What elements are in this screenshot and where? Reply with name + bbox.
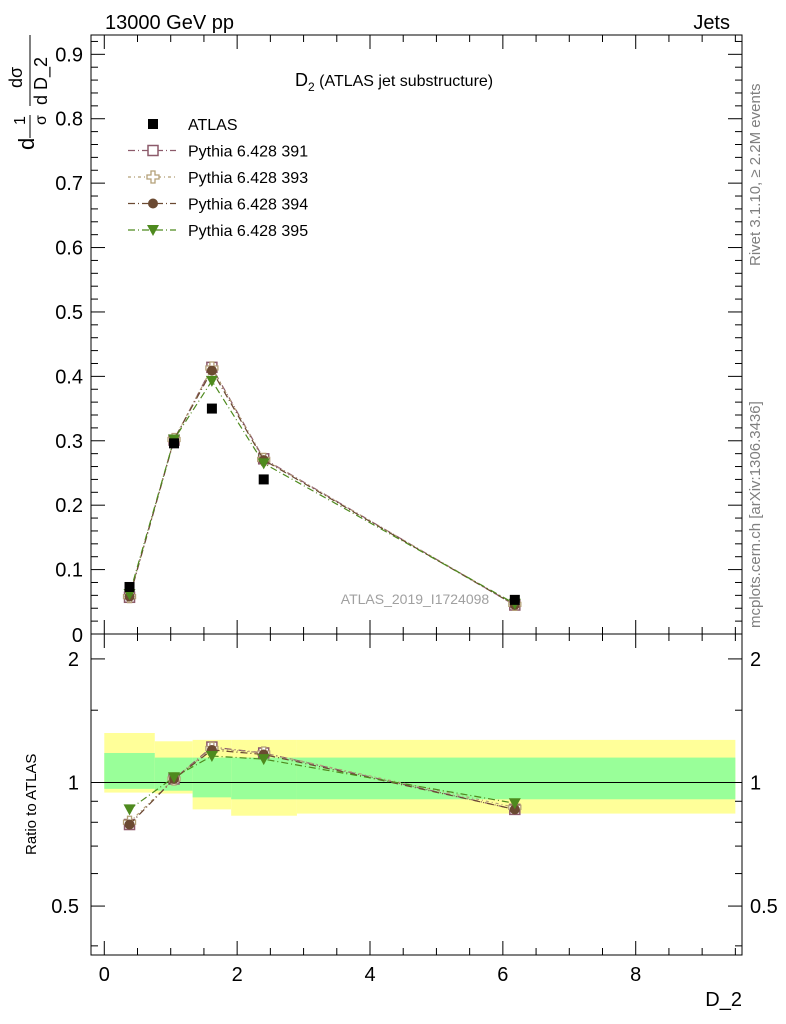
marker-atlas (509, 594, 520, 605)
main-title: D2 (ATLAS jet substructure) (295, 70, 493, 94)
legend-entry-p394: Pythia 6.428 394 (128, 197, 308, 214)
ratio-band-inner (192, 757, 232, 798)
ratio-band-inner (231, 757, 297, 800)
ratio-series-p395 (123, 751, 521, 816)
legend-label: Pythia 6.428 395 (188, 223, 308, 240)
ylabel-dd2: d D_2 (31, 57, 52, 105)
marker-atlas (206, 403, 217, 414)
legend-marker-p391 (147, 144, 159, 157)
marker-atlas (124, 581, 135, 592)
marker-p395 (257, 458, 270, 470)
ratio-marker-p394 (509, 804, 520, 815)
ratio-marker-p395 (205, 751, 218, 763)
ylabel-sigma: σ (33, 115, 50, 125)
svg-text:d: d (14, 138, 39, 150)
legend: ATLAS Pythia 6.428 391 Pythia 6.428 393 Pyt… (128, 117, 308, 240)
series-line-p393 (128, 366, 516, 605)
main-plot-content: 0.1 0.2 0.3 0.4 0.5 0.6 0.7 0.8 0.9 0 (55, 34, 743, 647)
ratio-xtick-label: 0 (99, 964, 110, 986)
ratio-xtick-label: 6 (497, 964, 508, 986)
header-right-title: Jets (693, 12, 730, 34)
marker-p394 (206, 365, 217, 376)
ratio-marker-p395 (508, 798, 521, 810)
legend-label: Pythia 6.428 394 (188, 197, 308, 214)
main-ytick-label: 0.6 (55, 238, 83, 260)
ratio-ytick-label: 1 (68, 772, 79, 794)
main-ytick-label-zero: 0 (72, 625, 83, 647)
header-left-title: 13000 GeV pp (105, 12, 234, 34)
ratio-line-p394 (129, 749, 515, 825)
mcplots-label: mcplots.cern.ch [arXiv:1306.3436] (747, 401, 764, 628)
series-atlas (124, 403, 520, 605)
main-ytick-label: 0.5 (55, 302, 83, 324)
ratio-xtick-label: 8 (630, 964, 641, 986)
ratio-ytick-label-right: 2 (750, 649, 761, 671)
main-ytick-label: 0.8 (55, 109, 83, 131)
ratio-ytick-label-right: 1 (750, 772, 761, 794)
main-ytick-label: 0.1 (55, 560, 83, 582)
legend-entry-p391: Pythia 6.428 391 (128, 144, 308, 161)
ratio-xtick-label: 2 (232, 964, 243, 986)
ratio-y-axis-label: Ratio to ATLAS (23, 754, 40, 855)
ratio-xtick-label: 4 (364, 964, 375, 986)
analysis-watermark: ATLAS_2019_I1724098 (341, 591, 490, 607)
rivet-label: Rivet 3.1.10, ≥ 2.2M events (747, 84, 764, 267)
legend-marker-atlas (148, 119, 158, 129)
ratio-plot-content: 0.5 0.5 1 1 2 2 0 2 4 6 8 (51, 633, 778, 986)
ylabel-one: 1 (12, 116, 29, 125)
ratio-marker-p395 (168, 772, 181, 784)
marker-atlas (258, 474, 269, 485)
x-axis-label: D_2 (705, 989, 742, 1011)
series-line-p394 (128, 369, 516, 606)
main-ytick-label: 0.4 (55, 366, 83, 388)
main-ytick-label: 0.2 (55, 495, 83, 517)
ratio-marker-p394 (124, 819, 135, 830)
main-ytick-label: 0.3 (55, 431, 83, 453)
ratio-marker-p395 (257, 754, 270, 766)
ratio-ytick-label: 0.5 (51, 896, 79, 918)
legend-entry-p395: Pythia 6.428 395 (128, 223, 308, 240)
marker-p395 (205, 375, 218, 387)
legend-marker-p394 (148, 198, 158, 209)
legend-marker-p395 (147, 225, 159, 236)
marker-atlas (169, 438, 180, 449)
ratio-band-inner (104, 752, 155, 789)
ratio-ytick-label: 2 (68, 649, 79, 671)
ratio-marker-p395 (123, 804, 136, 816)
ratio-frame (90, 633, 743, 956)
ylabel-dsigma: dσ (6, 67, 26, 88)
main-ytick-label: 0.9 (55, 44, 83, 66)
ylabel-d1: d (14, 138, 39, 150)
main-ytick-label: 0.7 (55, 173, 83, 195)
series-p393 (122, 361, 522, 612)
legend-label: ATLAS (188, 117, 238, 134)
ratio-ytick-label-right: 0.5 (750, 896, 778, 918)
ratio-band-inner (296, 757, 736, 800)
legend-label: Pythia 6.428 393 (188, 170, 308, 187)
main-y-axis-label: d 1 σ dσ d D_2 (6, 35, 52, 150)
legend-label: Pythia 6.428 391 (188, 144, 308, 161)
legend-entry-p393: Pythia 6.428 393 (128, 170, 308, 187)
series-line-p391 (128, 366, 516, 606)
legend-entry-atlas: ATLAS (148, 117, 238, 134)
legend-marker-p393 (146, 170, 160, 184)
